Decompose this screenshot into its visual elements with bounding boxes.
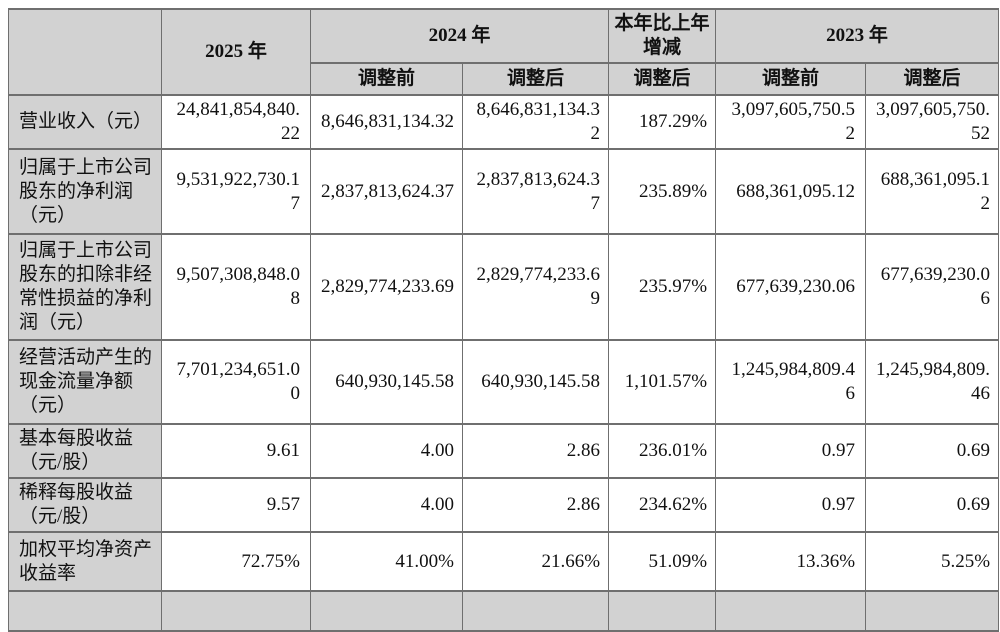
value-cell: 3,097,605,750.52: [865, 94, 1000, 150]
value-cell: 2,837,813,624.37: [461, 148, 610, 235]
header-2023-adj-before: 调整前: [715, 62, 867, 96]
value-cell: 1,245,984,809.46: [865, 339, 1000, 425]
header-yoy: 本年比上年增减: [608, 8, 717, 64]
value-cell: 9,531,922,730.17: [161, 148, 311, 235]
value-cell: 2,829,774,233.69: [310, 233, 463, 341]
value-cell: 688,361,095.12: [715, 148, 867, 235]
row-label: 归属于上市公司股东的净利润（元）: [8, 148, 162, 235]
table-row: 稀释每股收益（元/股） 9.57 4.00 2.86 234.62% 0.97 0.69: [8, 477, 1000, 533]
financial-summary-table: 2025 年 2024 年 本年比上年增减 2023 年 调整前 调整后 调整后…: [8, 8, 1000, 632]
value-cell: 24,841,854,840.22: [161, 94, 311, 150]
partial-clipped-row: [8, 590, 1000, 632]
table-row: 归属于上市公司股东的扣除非经常性损益的净利润（元） 9,507,308,848.0…: [8, 233, 1000, 341]
partial-cell: [865, 590, 1000, 632]
partial-cell: [8, 590, 162, 632]
header-2023: 2023 年: [715, 8, 1000, 64]
row-label: 经营活动产生的现金流量净额（元）: [8, 339, 162, 425]
header-2024: 2024 年: [309, 8, 610, 64]
value-cell: 187.29%: [608, 94, 717, 150]
value-cell: 2,837,813,624.37: [310, 148, 463, 235]
value-cell: 3,097,605,750.52: [715, 94, 867, 150]
value-cell: 72.75%: [161, 531, 311, 592]
header-row-years: 2025 年 2024 年 本年比上年增减 2023 年: [8, 8, 1000, 96]
row-label: 基本每股收益（元/股）: [8, 423, 162, 479]
value-cell: 2,829,774,233.69: [461, 233, 610, 341]
value-cell: 9.57: [161, 477, 311, 533]
header-row-adjust: 调整前 调整后 调整后 调整前 调整后: [9, 62, 1000, 96]
header-2025: 2025 年: [161, 8, 311, 96]
value-cell: 7,701,234,651.00: [161, 339, 311, 425]
value-cell: 8,646,831,134.32: [310, 94, 463, 150]
header-2024-adj-before: 调整前: [310, 62, 463, 96]
value-cell: 1,245,984,809.46: [715, 339, 867, 425]
header-2024-adj-after: 调整后: [461, 62, 610, 96]
value-cell: 41.00%: [310, 531, 463, 592]
value-cell: 2.86: [461, 423, 610, 479]
value-cell: 235.97%: [608, 233, 717, 341]
value-cell: 0.97: [715, 423, 867, 479]
header-2023-adj-after: 调整后: [865, 62, 1000, 96]
value-cell: 9,507,308,848.08: [161, 233, 311, 341]
value-cell: 21.66%: [461, 531, 610, 592]
table-row: 基本每股收益（元/股） 9.61 4.00 2.86 236.01% 0.97 0.69: [8, 423, 1000, 479]
partial-cell: [715, 590, 867, 632]
value-cell: 677,639,230.06: [715, 233, 867, 341]
value-cell: 1,101.57%: [608, 339, 717, 425]
row-label: 加权平均净资产收益率: [8, 531, 162, 592]
partial-cell: [461, 590, 610, 632]
value-cell: 4.00: [310, 423, 463, 479]
table-row: 归属于上市公司股东的净利润（元） 9,531,922,730.17 2,837,81…: [8, 148, 1000, 235]
row-label: 营业收入（元）: [8, 94, 162, 150]
table-row: 经营活动产生的现金流量净额（元） 7,701,234,651.00 640,930,…: [8, 339, 1000, 425]
row-label: 稀释每股收益（元/股）: [8, 477, 162, 533]
row-label: 归属于上市公司股东的扣除非经常性损益的净利润（元）: [8, 233, 162, 341]
value-cell: 4.00: [310, 477, 463, 533]
value-cell: 234.62%: [608, 477, 717, 533]
value-cell: 8,646,831,134.32: [461, 94, 610, 150]
value-cell: 688,361,095.12: [865, 148, 1000, 235]
value-cell: 235.89%: [608, 148, 717, 235]
value-cell: 0.69: [865, 423, 1000, 479]
table-row: 营业收入（元） 24,841,854,840.22 8,646,831,134.32…: [8, 94, 1000, 150]
value-cell: 9.61: [161, 423, 311, 479]
partial-cell: [161, 590, 311, 632]
value-cell: 640,930,145.58: [461, 339, 610, 425]
value-cell: 677,639,230.06: [865, 233, 1000, 341]
table-row: 加权平均净资产收益率 72.75% 41.00% 21.66% 51.09% 13.36%…: [8, 531, 1000, 592]
value-cell: 0.97: [715, 477, 867, 533]
value-cell: 236.01%: [608, 423, 717, 479]
value-cell: 2.86: [461, 477, 610, 533]
value-cell: 13.36%: [715, 531, 867, 592]
partial-cell: [310, 590, 463, 632]
header-yoy-adj-after: 调整后: [608, 62, 717, 96]
value-cell: 640,930,145.58: [310, 339, 463, 425]
value-cell: 51.09%: [608, 531, 717, 592]
value-cell: 0.69: [865, 477, 1000, 533]
partial-cell: [608, 590, 717, 632]
value-cell: 5.25%: [865, 531, 1000, 592]
corner-blank-cell: [8, 8, 162, 96]
